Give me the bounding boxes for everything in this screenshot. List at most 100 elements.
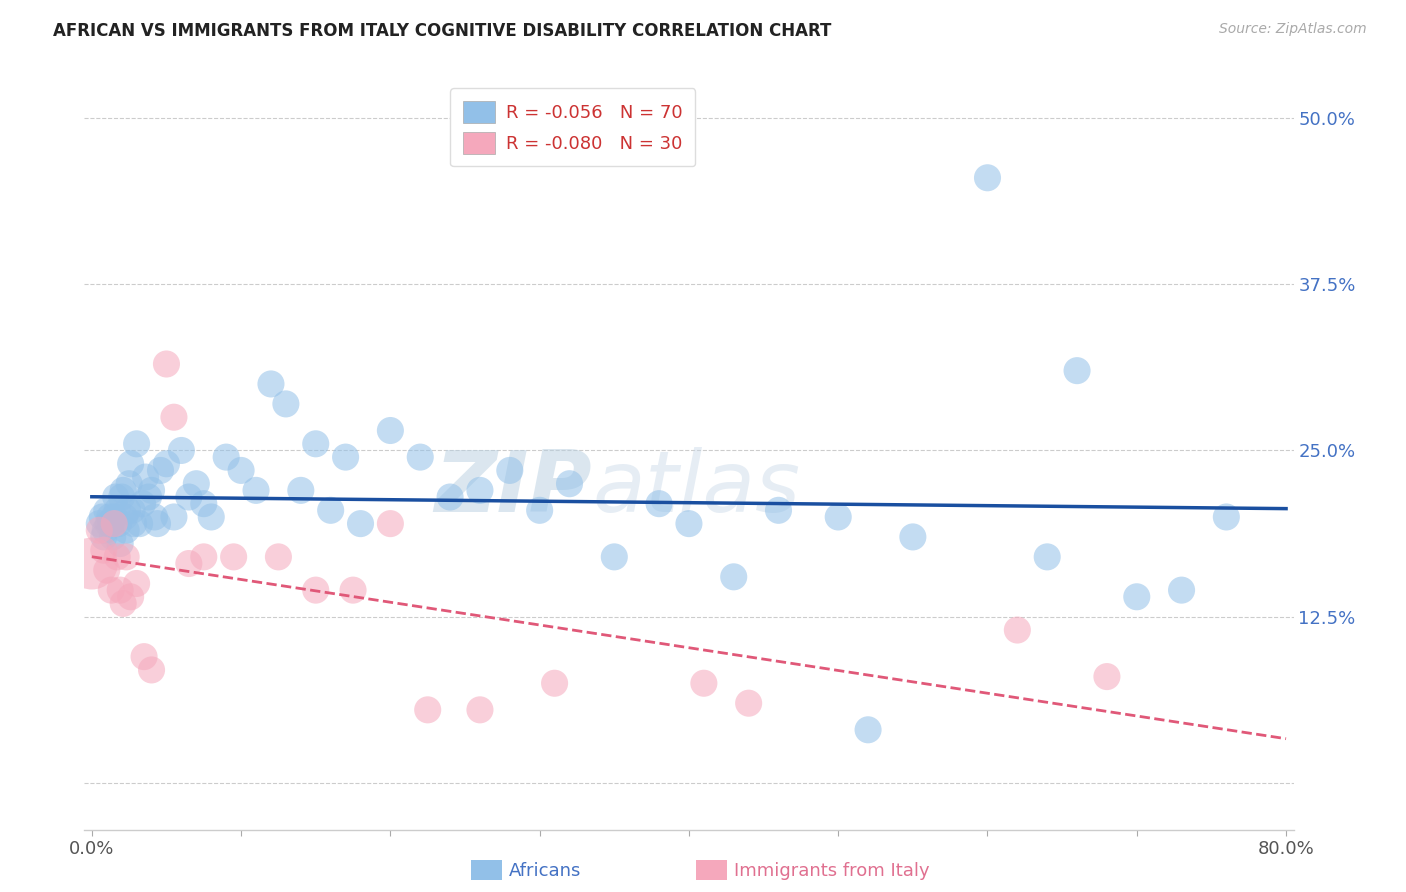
Point	[163, 510, 186, 524]
Point	[648, 497, 671, 511]
Point	[737, 696, 759, 710]
Text: atlas: atlas	[592, 447, 800, 530]
Point	[856, 723, 879, 737]
Point	[1007, 623, 1029, 637]
Point	[827, 510, 849, 524]
Point	[380, 516, 402, 531]
Point	[1126, 590, 1149, 604]
Point	[103, 510, 125, 524]
Point	[131, 497, 153, 511]
Point	[121, 503, 143, 517]
Point	[290, 483, 312, 498]
Point	[603, 549, 626, 564]
Point	[98, 510, 121, 524]
Point	[200, 510, 222, 524]
Point	[976, 170, 998, 185]
Point	[245, 483, 267, 498]
Point	[93, 530, 115, 544]
Point	[107, 516, 129, 531]
Point	[177, 490, 200, 504]
Point	[132, 649, 155, 664]
Point	[80, 557, 103, 571]
Point	[101, 530, 124, 544]
Point	[120, 457, 142, 471]
Point	[128, 516, 150, 531]
Text: Immigrants from Italy: Immigrants from Italy	[734, 862, 929, 880]
Point	[122, 516, 145, 531]
Point	[104, 490, 127, 504]
Point	[108, 583, 131, 598]
Point	[1066, 364, 1088, 378]
Point	[100, 583, 122, 598]
Point	[342, 583, 364, 598]
Point	[468, 703, 491, 717]
Point	[112, 483, 135, 498]
Point	[186, 476, 208, 491]
Point	[89, 516, 111, 531]
Point	[267, 549, 290, 564]
Point	[335, 450, 357, 464]
Point	[141, 663, 163, 677]
Point	[125, 437, 148, 451]
Point	[177, 557, 200, 571]
Text: Source: ZipAtlas.com: Source: ZipAtlas.com	[1219, 22, 1367, 37]
Point	[170, 443, 193, 458]
Point	[105, 503, 128, 517]
Point	[193, 497, 215, 511]
Point	[768, 503, 790, 517]
Point	[1036, 549, 1059, 564]
Point	[901, 530, 924, 544]
Point	[305, 583, 328, 598]
Point	[97, 516, 120, 531]
Point	[678, 516, 700, 531]
Point	[96, 563, 118, 577]
Point	[138, 490, 160, 504]
Point	[229, 463, 252, 477]
Point	[319, 503, 342, 517]
Point	[103, 516, 125, 531]
Point	[149, 463, 172, 477]
Point	[439, 490, 461, 504]
Point	[143, 510, 166, 524]
Point	[416, 703, 439, 717]
Point	[146, 516, 169, 531]
Point	[260, 376, 283, 391]
Point	[135, 470, 157, 484]
Point	[105, 549, 128, 564]
Point	[380, 424, 402, 438]
Point	[114, 510, 136, 524]
Point	[274, 397, 297, 411]
Point	[468, 483, 491, 498]
Text: AFRICAN VS IMMIGRANTS FROM ITALY COGNITIVE DISABILITY CORRELATION CHART: AFRICAN VS IMMIGRANTS FROM ITALY COGNITI…	[53, 22, 832, 40]
Point	[529, 503, 551, 517]
Point	[349, 516, 371, 531]
Point	[155, 457, 177, 471]
Point	[193, 549, 215, 564]
Point	[108, 536, 131, 550]
Point	[155, 357, 177, 371]
Point	[693, 676, 716, 690]
Point	[115, 549, 138, 564]
Point	[1170, 583, 1192, 598]
Point	[115, 523, 138, 537]
Point	[93, 543, 115, 558]
Text: ZIP: ZIP	[434, 447, 592, 530]
Point	[118, 476, 141, 491]
Point	[89, 523, 111, 537]
Point	[111, 490, 134, 504]
Point	[558, 476, 581, 491]
Point	[305, 437, 328, 451]
Point	[222, 549, 245, 564]
Point	[96, 503, 118, 517]
Point	[100, 516, 122, 531]
Point	[94, 523, 117, 537]
Point	[117, 503, 139, 517]
Point	[409, 450, 432, 464]
Point	[112, 596, 135, 610]
Point	[1215, 510, 1237, 524]
Point	[91, 510, 114, 524]
Legend: R = -0.056   N = 70, R = -0.080   N = 30: R = -0.056 N = 70, R = -0.080 N = 30	[450, 88, 696, 166]
Point	[163, 410, 186, 425]
Point	[1095, 670, 1118, 684]
Text: Africans: Africans	[509, 862, 581, 880]
